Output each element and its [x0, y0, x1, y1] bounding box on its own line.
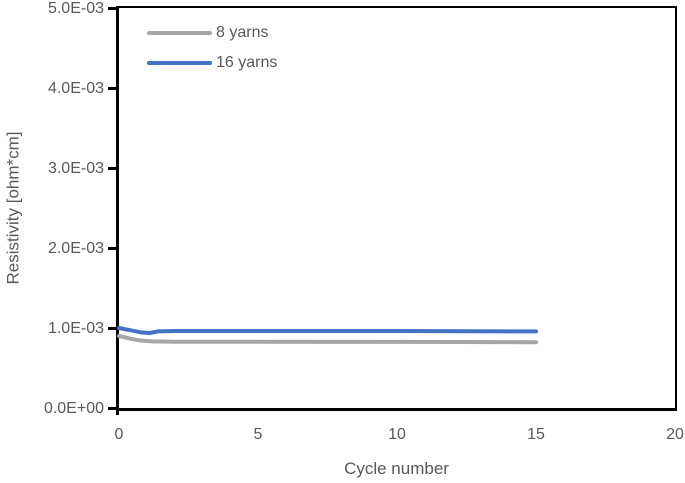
y-axis-title: Resistivity [ohm*cm]	[0, 8, 28, 408]
y-tick-mark	[108, 7, 116, 10]
legend-swatch-8-yarns	[147, 31, 212, 35]
y-tick-label: 1.0E-03	[47, 320, 104, 337]
legend-swatch-16-yarns	[147, 61, 212, 65]
legend-label-8-yarns: 8 yarns	[216, 24, 269, 41]
x-tick-label: 20	[666, 426, 684, 443]
x-tick-label: 10	[388, 426, 406, 443]
y-axis-title-text: Resistivity [ohm*cm]	[4, 131, 23, 285]
legend-item-8-yarns: 8 yarns	[147, 18, 277, 48]
series-line-16-yarns	[117, 326, 538, 335]
y-tick-mark	[108, 167, 116, 170]
y-tick-label: 5.0E-03	[47, 0, 104, 17]
y-tick-mark	[108, 87, 116, 90]
x-axis-origin-tick	[116, 411, 119, 415]
x-axis-title: Cycle number	[344, 459, 449, 478]
x-tick-label: 15	[527, 426, 545, 443]
legend-label-16-yarns: 16 yarns	[216, 54, 278, 71]
y-tick-label: 2.0E-03	[47, 240, 104, 257]
y-tick-label: 0.0E+00	[43, 400, 104, 417]
series-line-8-yarns	[117, 334, 538, 345]
x-tick-label: 0	[114, 426, 124, 443]
y-tick-mark	[108, 327, 116, 330]
legend: 8 yarns 16 yarns	[147, 18, 277, 78]
y-tick-label: 4.0E-03	[47, 80, 104, 97]
x-tick-label: 5	[253, 426, 263, 443]
legend-item-16-yarns: 16 yarns	[147, 48, 277, 78]
y-tick-mark	[108, 247, 116, 250]
y-tick-mark	[108, 407, 116, 410]
y-tick-label: 3.0E-03	[47, 160, 104, 177]
